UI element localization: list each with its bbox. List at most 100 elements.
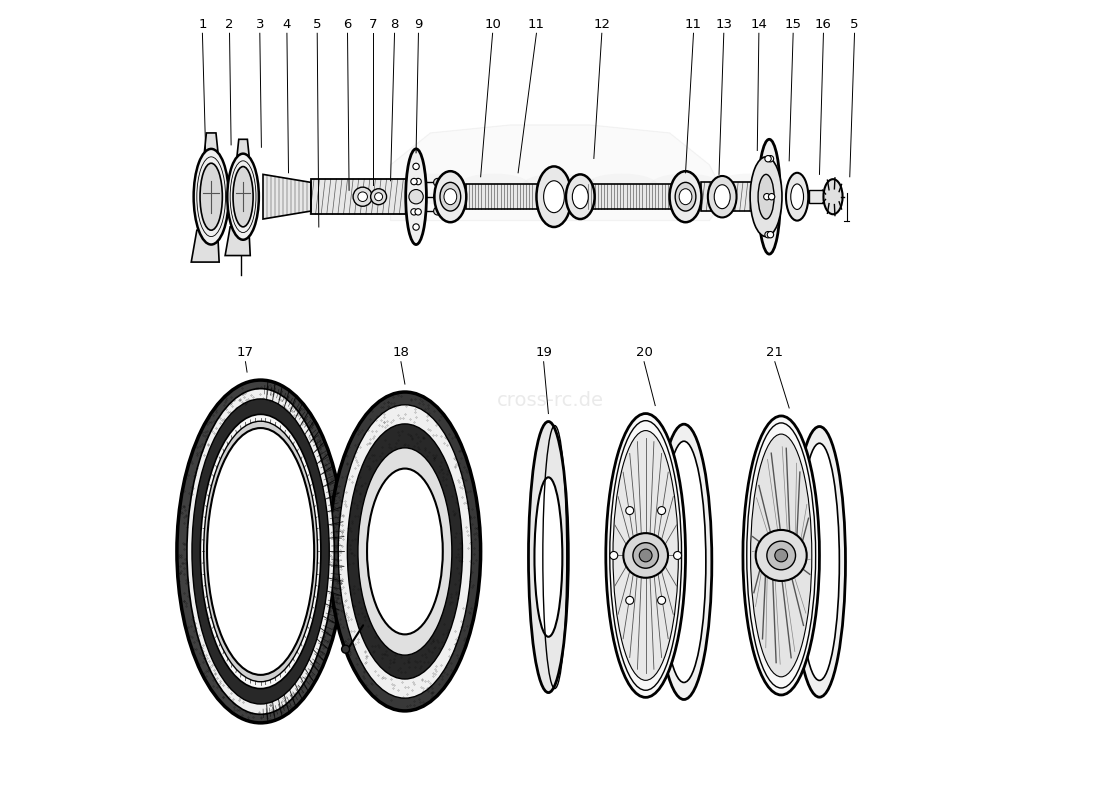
Ellipse shape (800, 443, 839, 681)
Ellipse shape (200, 414, 321, 689)
Bar (311, 179, 416, 214)
Circle shape (412, 224, 419, 230)
Circle shape (774, 549, 788, 562)
Text: 16: 16 (815, 18, 832, 31)
Text: 19: 19 (536, 346, 552, 359)
Circle shape (769, 194, 774, 200)
Ellipse shape (406, 149, 427, 245)
Text: 3: 3 (255, 18, 264, 31)
Ellipse shape (750, 434, 812, 677)
Circle shape (624, 533, 668, 578)
Circle shape (764, 155, 771, 162)
Ellipse shape (824, 179, 843, 214)
Ellipse shape (793, 426, 846, 697)
Bar (466, 184, 582, 210)
Ellipse shape (177, 380, 344, 723)
Ellipse shape (714, 185, 730, 209)
Ellipse shape (656, 424, 712, 699)
Bar (810, 190, 837, 203)
Ellipse shape (200, 163, 222, 230)
Circle shape (433, 178, 441, 186)
Ellipse shape (228, 154, 258, 240)
Circle shape (433, 193, 441, 201)
Ellipse shape (233, 166, 253, 227)
Bar (702, 182, 757, 211)
Ellipse shape (204, 422, 318, 682)
Text: cross-rc.de: cross-rc.de (496, 390, 604, 410)
Ellipse shape (742, 416, 820, 695)
Ellipse shape (528, 422, 569, 693)
Ellipse shape (358, 448, 452, 655)
Text: 21: 21 (767, 346, 783, 359)
Text: 13: 13 (715, 18, 733, 31)
Circle shape (415, 178, 421, 185)
Text: 17: 17 (236, 346, 254, 359)
Circle shape (658, 506, 666, 514)
Text: 7: 7 (368, 18, 377, 31)
Ellipse shape (207, 428, 315, 675)
Ellipse shape (572, 185, 588, 209)
Circle shape (658, 596, 666, 604)
Text: 8: 8 (390, 18, 398, 31)
Circle shape (767, 155, 773, 162)
Text: 14: 14 (750, 18, 768, 31)
Polygon shape (390, 125, 725, 221)
Text: 2: 2 (226, 18, 234, 31)
Polygon shape (235, 139, 250, 166)
Text: 11: 11 (685, 18, 702, 31)
Text: 20: 20 (636, 346, 652, 359)
Circle shape (764, 231, 771, 238)
Bar (586, 184, 685, 210)
Polygon shape (263, 174, 311, 219)
Circle shape (353, 187, 372, 206)
Ellipse shape (194, 149, 229, 245)
Ellipse shape (535, 478, 562, 637)
Ellipse shape (670, 171, 702, 222)
Ellipse shape (543, 181, 564, 213)
Circle shape (763, 194, 770, 200)
Ellipse shape (187, 389, 334, 714)
Circle shape (609, 551, 618, 559)
Ellipse shape (339, 405, 472, 698)
Text: 11: 11 (528, 18, 544, 31)
Circle shape (412, 163, 419, 170)
Ellipse shape (662, 442, 706, 682)
Ellipse shape (758, 139, 780, 254)
Ellipse shape (708, 176, 737, 218)
Circle shape (371, 189, 386, 205)
Polygon shape (191, 230, 219, 262)
Ellipse shape (750, 157, 782, 237)
Ellipse shape (192, 399, 329, 704)
Circle shape (415, 209, 421, 215)
Circle shape (375, 193, 383, 201)
Text: 15: 15 (784, 18, 802, 31)
Circle shape (767, 231, 773, 238)
Ellipse shape (786, 173, 808, 221)
Polygon shape (204, 133, 219, 163)
Ellipse shape (758, 174, 774, 219)
Text: cross-rc.de: cross-rc.de (490, 178, 610, 198)
Ellipse shape (329, 392, 481, 711)
Text: 10: 10 (484, 18, 500, 31)
Ellipse shape (675, 182, 696, 211)
Text: 9: 9 (415, 18, 422, 31)
Ellipse shape (679, 189, 692, 205)
Circle shape (358, 192, 367, 202)
Circle shape (410, 178, 417, 185)
Circle shape (673, 551, 682, 559)
Ellipse shape (434, 171, 466, 222)
Text: 5: 5 (850, 18, 859, 31)
Ellipse shape (565, 174, 595, 219)
Text: 6: 6 (343, 18, 352, 31)
Circle shape (626, 596, 634, 604)
Ellipse shape (613, 430, 679, 680)
Ellipse shape (537, 166, 572, 227)
Circle shape (639, 549, 652, 562)
Text: 4: 4 (283, 18, 292, 31)
Text: 12: 12 (593, 18, 611, 31)
Circle shape (756, 530, 806, 581)
Text: 5: 5 (314, 18, 321, 31)
Polygon shape (226, 227, 250, 255)
Ellipse shape (444, 189, 456, 205)
Ellipse shape (348, 424, 462, 679)
